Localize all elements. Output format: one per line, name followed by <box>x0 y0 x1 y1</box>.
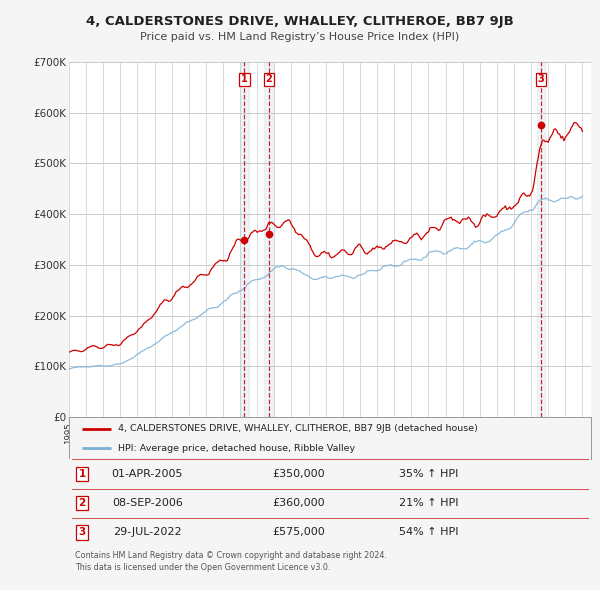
Text: £360,000: £360,000 <box>272 498 325 508</box>
Text: 2: 2 <box>265 74 272 84</box>
Text: 1: 1 <box>241 74 248 84</box>
Text: 3: 3 <box>538 74 544 84</box>
Text: 21% ↑ HPI: 21% ↑ HPI <box>400 498 459 508</box>
Text: £575,000: £575,000 <box>272 527 325 537</box>
Text: 29-JUL-2022: 29-JUL-2022 <box>113 527 182 537</box>
Text: £350,000: £350,000 <box>272 469 325 479</box>
Text: Price paid vs. HM Land Registry’s House Price Index (HPI): Price paid vs. HM Land Registry’s House … <box>140 32 460 42</box>
Text: 4, CALDERSTONES DRIVE, WHALLEY, CLITHEROE, BB7 9JB: 4, CALDERSTONES DRIVE, WHALLEY, CLITHERO… <box>86 15 514 28</box>
Text: HPI: Average price, detached house, Ribble Valley: HPI: Average price, detached house, Ribb… <box>118 444 355 453</box>
Text: 54% ↑ HPI: 54% ↑ HPI <box>400 527 459 537</box>
Text: 3: 3 <box>79 527 86 537</box>
Text: 35% ↑ HPI: 35% ↑ HPI <box>400 469 459 479</box>
Text: 01-APR-2005: 01-APR-2005 <box>112 469 183 479</box>
Text: 2: 2 <box>79 498 86 508</box>
Text: Contains HM Land Registry data © Crown copyright and database right 2024.: Contains HM Land Registry data © Crown c… <box>75 550 387 559</box>
Bar <box>265 62 273 417</box>
Text: 1: 1 <box>79 469 86 479</box>
Text: 4, CALDERSTONES DRIVE, WHALLEY, CLITHEROE, BB7 9JB (detached house): 4, CALDERSTONES DRIVE, WHALLEY, CLITHERO… <box>118 424 478 434</box>
Bar <box>537 62 545 417</box>
Text: This data is licensed under the Open Government Licence v3.0.: This data is licensed under the Open Gov… <box>75 563 331 572</box>
Bar <box>240 62 249 417</box>
Text: 08-SEP-2006: 08-SEP-2006 <box>112 498 183 508</box>
